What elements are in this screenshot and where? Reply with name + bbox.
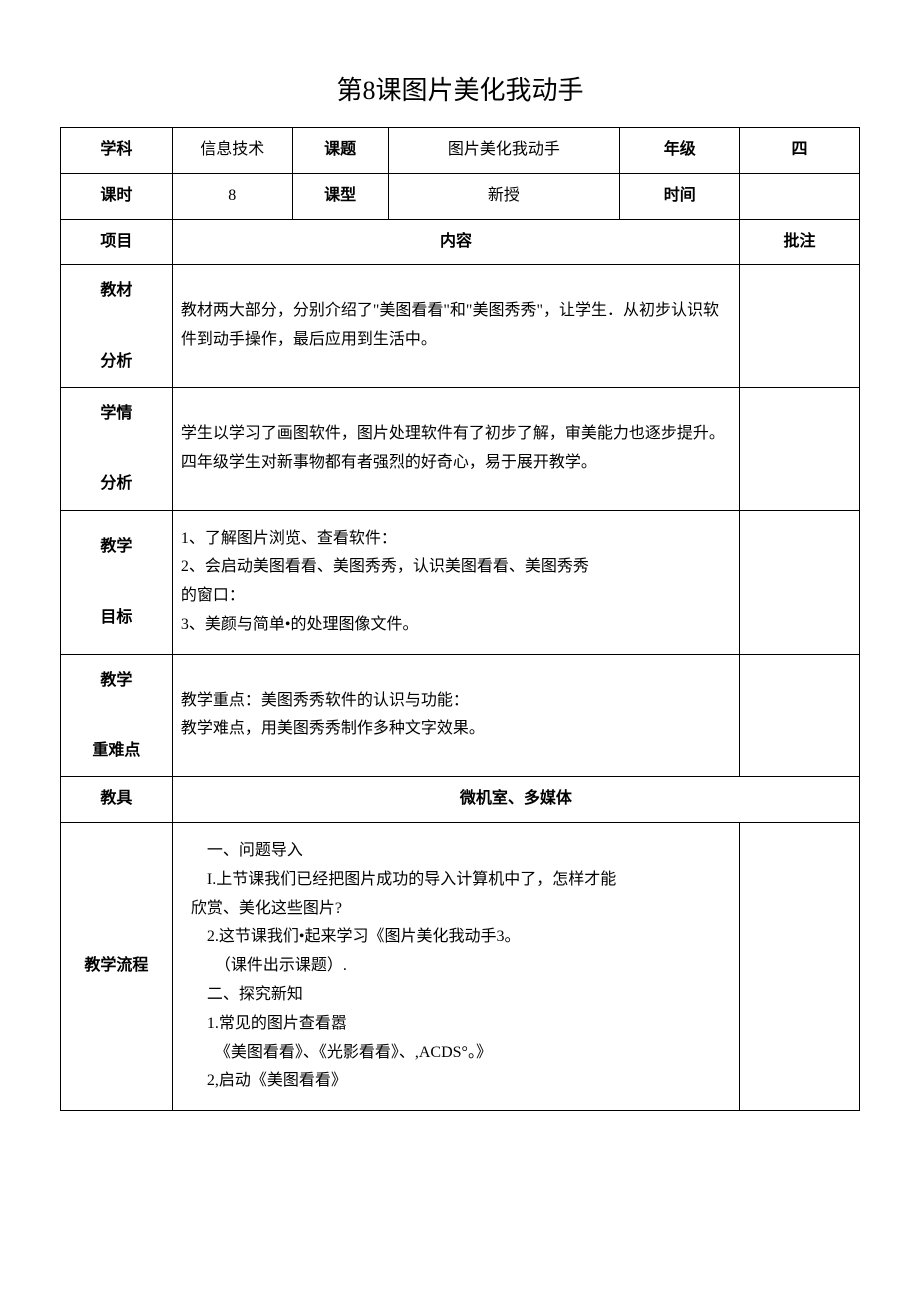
flow-label: 教学流程 <box>61 823 173 1111</box>
material-label: 教材 分析 <box>61 265 173 388</box>
goal-label: 教学 目标 <box>61 510 173 654</box>
goal-note <box>740 510 860 654</box>
goal-content: 1、了解图片浏览、查看软件： 2、会启动美图看看、美图秀秀，认识美图看看、美图秀… <box>172 510 739 654</box>
topic-value: 图片美化我动手 <box>388 128 620 174</box>
tool-label: 教具 <box>61 777 173 823</box>
lesson-plan-table: 学科 信息技术 课题 图片美化我动手 年级 四 课时 8 课型 新授 时间 项目… <box>60 127 860 1111</box>
keypoint-note <box>740 654 860 777</box>
type-label: 课型 <box>292 173 388 219</box>
topic-label: 课题 <box>292 128 388 174</box>
time-value <box>740 173 860 219</box>
keypoint-content: 教学重点：美图秀秀软件的认识与功能： 教学难点，用美图秀秀制作多种文字效果。 <box>172 654 739 777</box>
keypoint-label: 教学 重难点 <box>61 654 173 777</box>
time-label: 时间 <box>620 173 740 219</box>
type-value: 新授 <box>388 173 620 219</box>
keypoint-row: 教学 重难点 教学重点：美图秀秀软件的认识与功能： 教学难点，用美图秀秀制作多种… <box>61 654 860 777</box>
period-label: 课时 <box>61 173 173 219</box>
goal-row: 教学 目标 1、了解图片浏览、查看软件： 2、会启动美图看看、美图秀秀，认识美图… <box>61 510 860 654</box>
flow-row: 教学流程 一、问题导入 I.上节课我们已经把图片成功的导入计算机中了，怎样才能 … <box>61 823 860 1111</box>
flow-note <box>740 823 860 1111</box>
student-note <box>740 387 860 510</box>
flow-content: 一、问题导入 I.上节课我们已经把图片成功的导入计算机中了，怎样才能 欣赏、美化… <box>172 823 739 1111</box>
grade-value: 四 <box>740 128 860 174</box>
grade-label: 年级 <box>620 128 740 174</box>
tool-content: 微机室、多媒体 <box>172 777 859 823</box>
student-row: 学情 分析 学生以学习了画图软件，图片处理软件有了初步了解，审美能力也逐步提升。… <box>61 387 860 510</box>
page-title: 第8课图片美化我动手 <box>60 70 860 107</box>
tool-row: 教具 微机室、多媒体 <box>61 777 860 823</box>
student-content: 学生以学习了画图软件，图片处理软件有了初步了解，审美能力也逐步提升。四年级学生对… <box>172 387 739 510</box>
header-row-1: 学科 信息技术 课题 图片美化我动手 年级 四 <box>61 128 860 174</box>
header-row-2: 课时 8 课型 新授 时间 <box>61 173 860 219</box>
subject-value: 信息技术 <box>172 128 292 174</box>
subject-label: 学科 <box>61 128 173 174</box>
item-label: 项目 <box>61 219 173 265</box>
period-value: 8 <box>172 173 292 219</box>
section-header-row: 项目 内容 批注 <box>61 219 860 265</box>
content-label: 内容 <box>172 219 739 265</box>
material-note <box>740 265 860 388</box>
material-content: 教材两大部分，分别介绍了"美图看看"和"美图秀秀"，让学生．从初步认识软件到动手… <box>172 265 739 388</box>
material-row: 教材 分析 教材两大部分，分别介绍了"美图看看"和"美图秀秀"，让学生．从初步认… <box>61 265 860 388</box>
note-label: 批注 <box>740 219 860 265</box>
student-label: 学情 分析 <box>61 387 173 510</box>
